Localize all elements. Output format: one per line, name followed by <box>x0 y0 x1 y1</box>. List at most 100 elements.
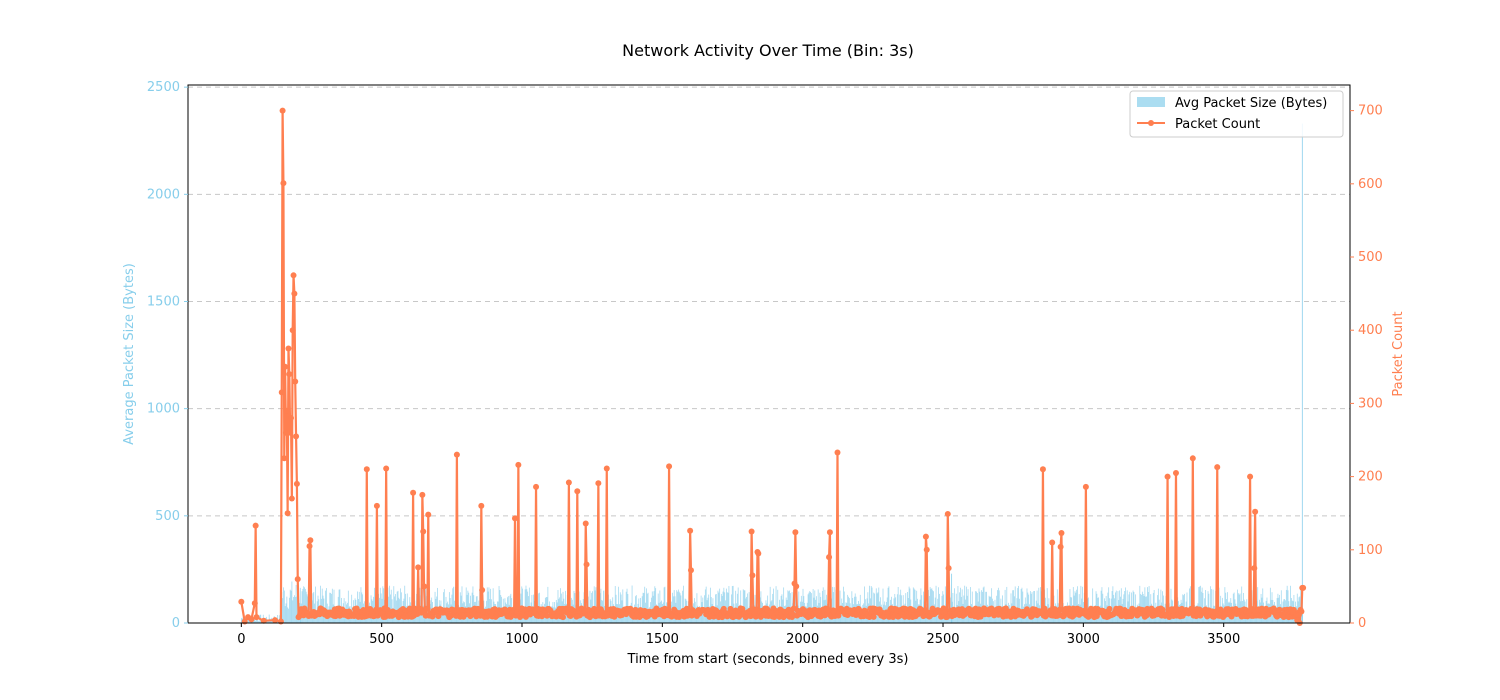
line-point <box>826 554 833 561</box>
bar <box>467 590 469 623</box>
bar <box>374 587 375 623</box>
line-point <box>826 529 833 536</box>
x-axis-label: Time from start (seconds, binned every 3… <box>627 652 909 667</box>
line-point <box>290 272 297 279</box>
bar <box>1148 586 1150 623</box>
bar <box>832 586 833 623</box>
bar <box>1108 587 1110 623</box>
bar <box>726 592 728 623</box>
bar <box>983 586 985 623</box>
bar <box>914 589 916 623</box>
bar <box>1200 585 1201 623</box>
bar <box>255 620 257 623</box>
bar <box>643 593 645 623</box>
bar <box>283 587 284 623</box>
line-series <box>238 107 1307 626</box>
bar <box>285 603 287 623</box>
line-point <box>687 527 694 534</box>
line-point <box>289 327 296 334</box>
bar <box>270 620 272 623</box>
line-point <box>282 429 289 436</box>
bar <box>302 588 304 623</box>
bar <box>304 587 305 623</box>
bar <box>331 588 333 623</box>
bar <box>718 592 720 623</box>
legend-label-bars: Avg Packet Size (Bytes) <box>1175 96 1327 111</box>
bar <box>981 590 982 623</box>
line-point <box>251 600 258 607</box>
bar <box>1017 588 1019 623</box>
bar <box>1210 586 1211 623</box>
bar <box>573 590 575 623</box>
bar <box>347 590 349 623</box>
bar <box>642 592 644 623</box>
line-point <box>452 607 459 614</box>
line-point <box>1057 543 1064 550</box>
bar <box>287 607 289 623</box>
bar <box>1125 587 1126 623</box>
line-point <box>284 510 291 517</box>
bar <box>499 590 501 623</box>
bar <box>330 592 332 623</box>
line-point <box>406 605 413 612</box>
line-point <box>306 543 313 550</box>
line-point <box>1159 606 1166 613</box>
line-point <box>1172 469 1179 476</box>
x-tick-label: 0 <box>237 632 245 647</box>
bar <box>646 593 648 623</box>
bar <box>393 586 395 623</box>
bar <box>928 596 930 623</box>
bar <box>1147 587 1148 623</box>
bar <box>1257 587 1259 623</box>
line-point <box>288 415 295 422</box>
x-tick-label: 1500 <box>646 632 679 647</box>
bar <box>1210 589 1212 623</box>
y-right-tick-label: 700 <box>1358 104 1383 119</box>
bar <box>1116 609 1118 623</box>
bar <box>737 587 739 623</box>
line-point <box>1056 606 1063 613</box>
bar <box>954 588 955 623</box>
bar <box>1212 589 1214 623</box>
bar <box>709 587 711 623</box>
x-tick-label: 500 <box>369 632 394 647</box>
bar <box>978 588 980 623</box>
bar <box>1128 594 1130 623</box>
bar <box>294 596 296 623</box>
bar <box>732 585 734 623</box>
bar <box>498 586 500 623</box>
bar <box>723 587 725 623</box>
bar <box>864 586 865 623</box>
bar <box>1198 587 1200 623</box>
bar-series <box>240 123 1303 624</box>
bar <box>595 587 597 623</box>
line-point <box>755 550 762 557</box>
bar <box>957 586 959 623</box>
line-point <box>253 614 260 621</box>
bar <box>802 588 804 623</box>
bar <box>654 586 656 623</box>
bar <box>1207 591 1209 623</box>
bar <box>1092 588 1094 623</box>
line-point <box>453 451 460 458</box>
line-point <box>902 605 909 612</box>
bar <box>490 588 492 623</box>
line-point <box>373 502 380 509</box>
bar <box>379 587 381 623</box>
x-tick-label: 1000 <box>505 632 538 647</box>
bar <box>292 600 294 623</box>
bar <box>795 586 796 623</box>
y-left-tick-label: 0 <box>172 616 180 631</box>
bar <box>1029 591 1031 623</box>
bar <box>526 589 528 623</box>
bar <box>931 588 933 623</box>
line-point <box>834 449 841 456</box>
bar <box>389 585 390 623</box>
bar <box>1287 590 1289 623</box>
bar <box>964 585 966 623</box>
line-point <box>415 564 422 571</box>
bar <box>651 591 653 623</box>
bar <box>725 588 727 623</box>
line-point <box>410 489 417 496</box>
bar <box>1269 587 1271 623</box>
